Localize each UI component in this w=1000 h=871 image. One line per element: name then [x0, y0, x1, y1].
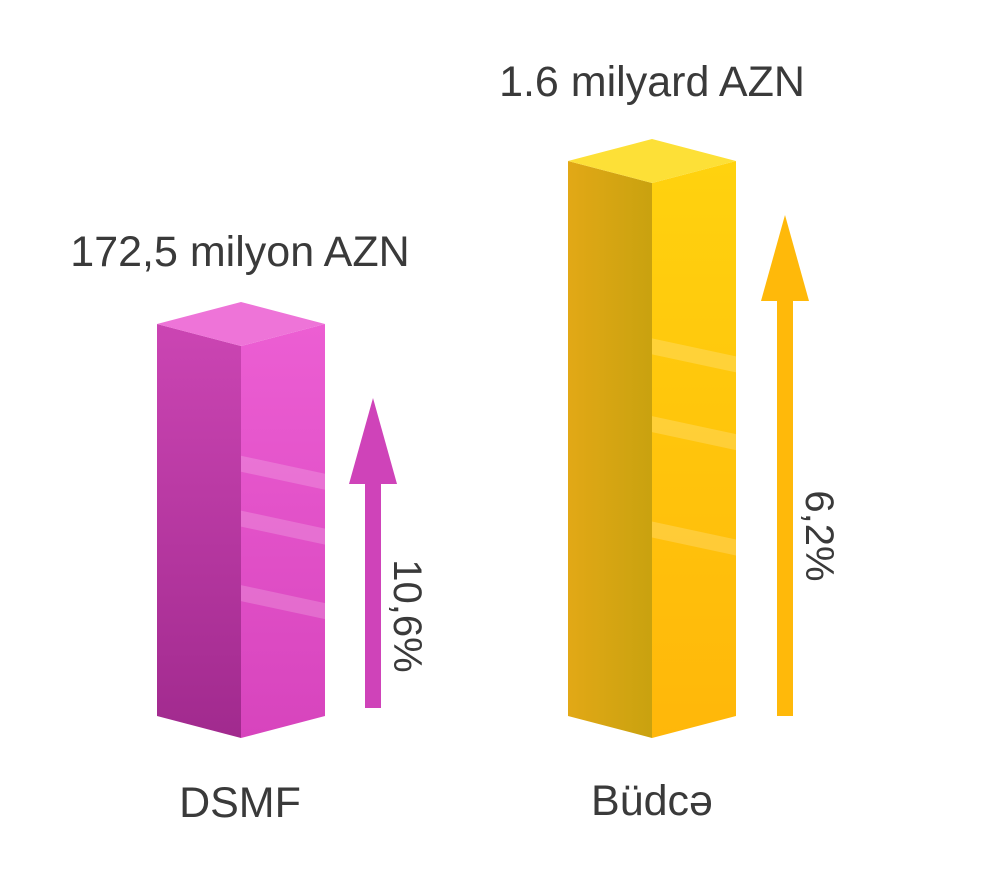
bar-highlight-stripe-budce-1	[652, 338, 736, 373]
arrow-head-dsmf	[349, 398, 397, 484]
value-label-budce: 1.6 milyard AZN	[499, 58, 805, 106]
bar-right-face-budce	[652, 161, 736, 738]
bar-budce	[568, 139, 736, 738]
value-label-dsmf: 172,5 milyon AZN	[70, 228, 409, 276]
category-label-budce: Büdcə	[591, 777, 713, 825]
arrow-shaft-dsmf	[365, 478, 381, 708]
bar-top-face-dsmf	[157, 302, 325, 346]
growth-arrow-budce	[761, 215, 809, 716]
growth-label-budce: 6,2%	[797, 490, 841, 581]
bar-highlight-stripe-budce-2	[652, 416, 736, 451]
bar-highlight-stripe-dsmf-1	[241, 455, 325, 490]
bar-dsmf	[157, 302, 325, 738]
bar-highlight-stripe-dsmf-2	[241, 510, 325, 545]
growth-arrow-dsmf	[349, 398, 397, 708]
growth-label-dsmf: 10,6%	[385, 559, 429, 672]
bar-left-face-budce	[568, 161, 652, 738]
bar-highlight-stripe-budce-3	[652, 521, 736, 556]
arrow-head-budce	[761, 215, 809, 301]
bar-top-face-budce	[568, 139, 736, 183]
bar-highlight-stripe-dsmf-3	[241, 585, 325, 620]
arrow-shaft-budce	[777, 295, 793, 716]
bar-left-face-dsmf	[157, 324, 241, 738]
category-label-dsmf: DSMF	[179, 779, 301, 827]
bar-right-face-dsmf	[241, 324, 325, 738]
